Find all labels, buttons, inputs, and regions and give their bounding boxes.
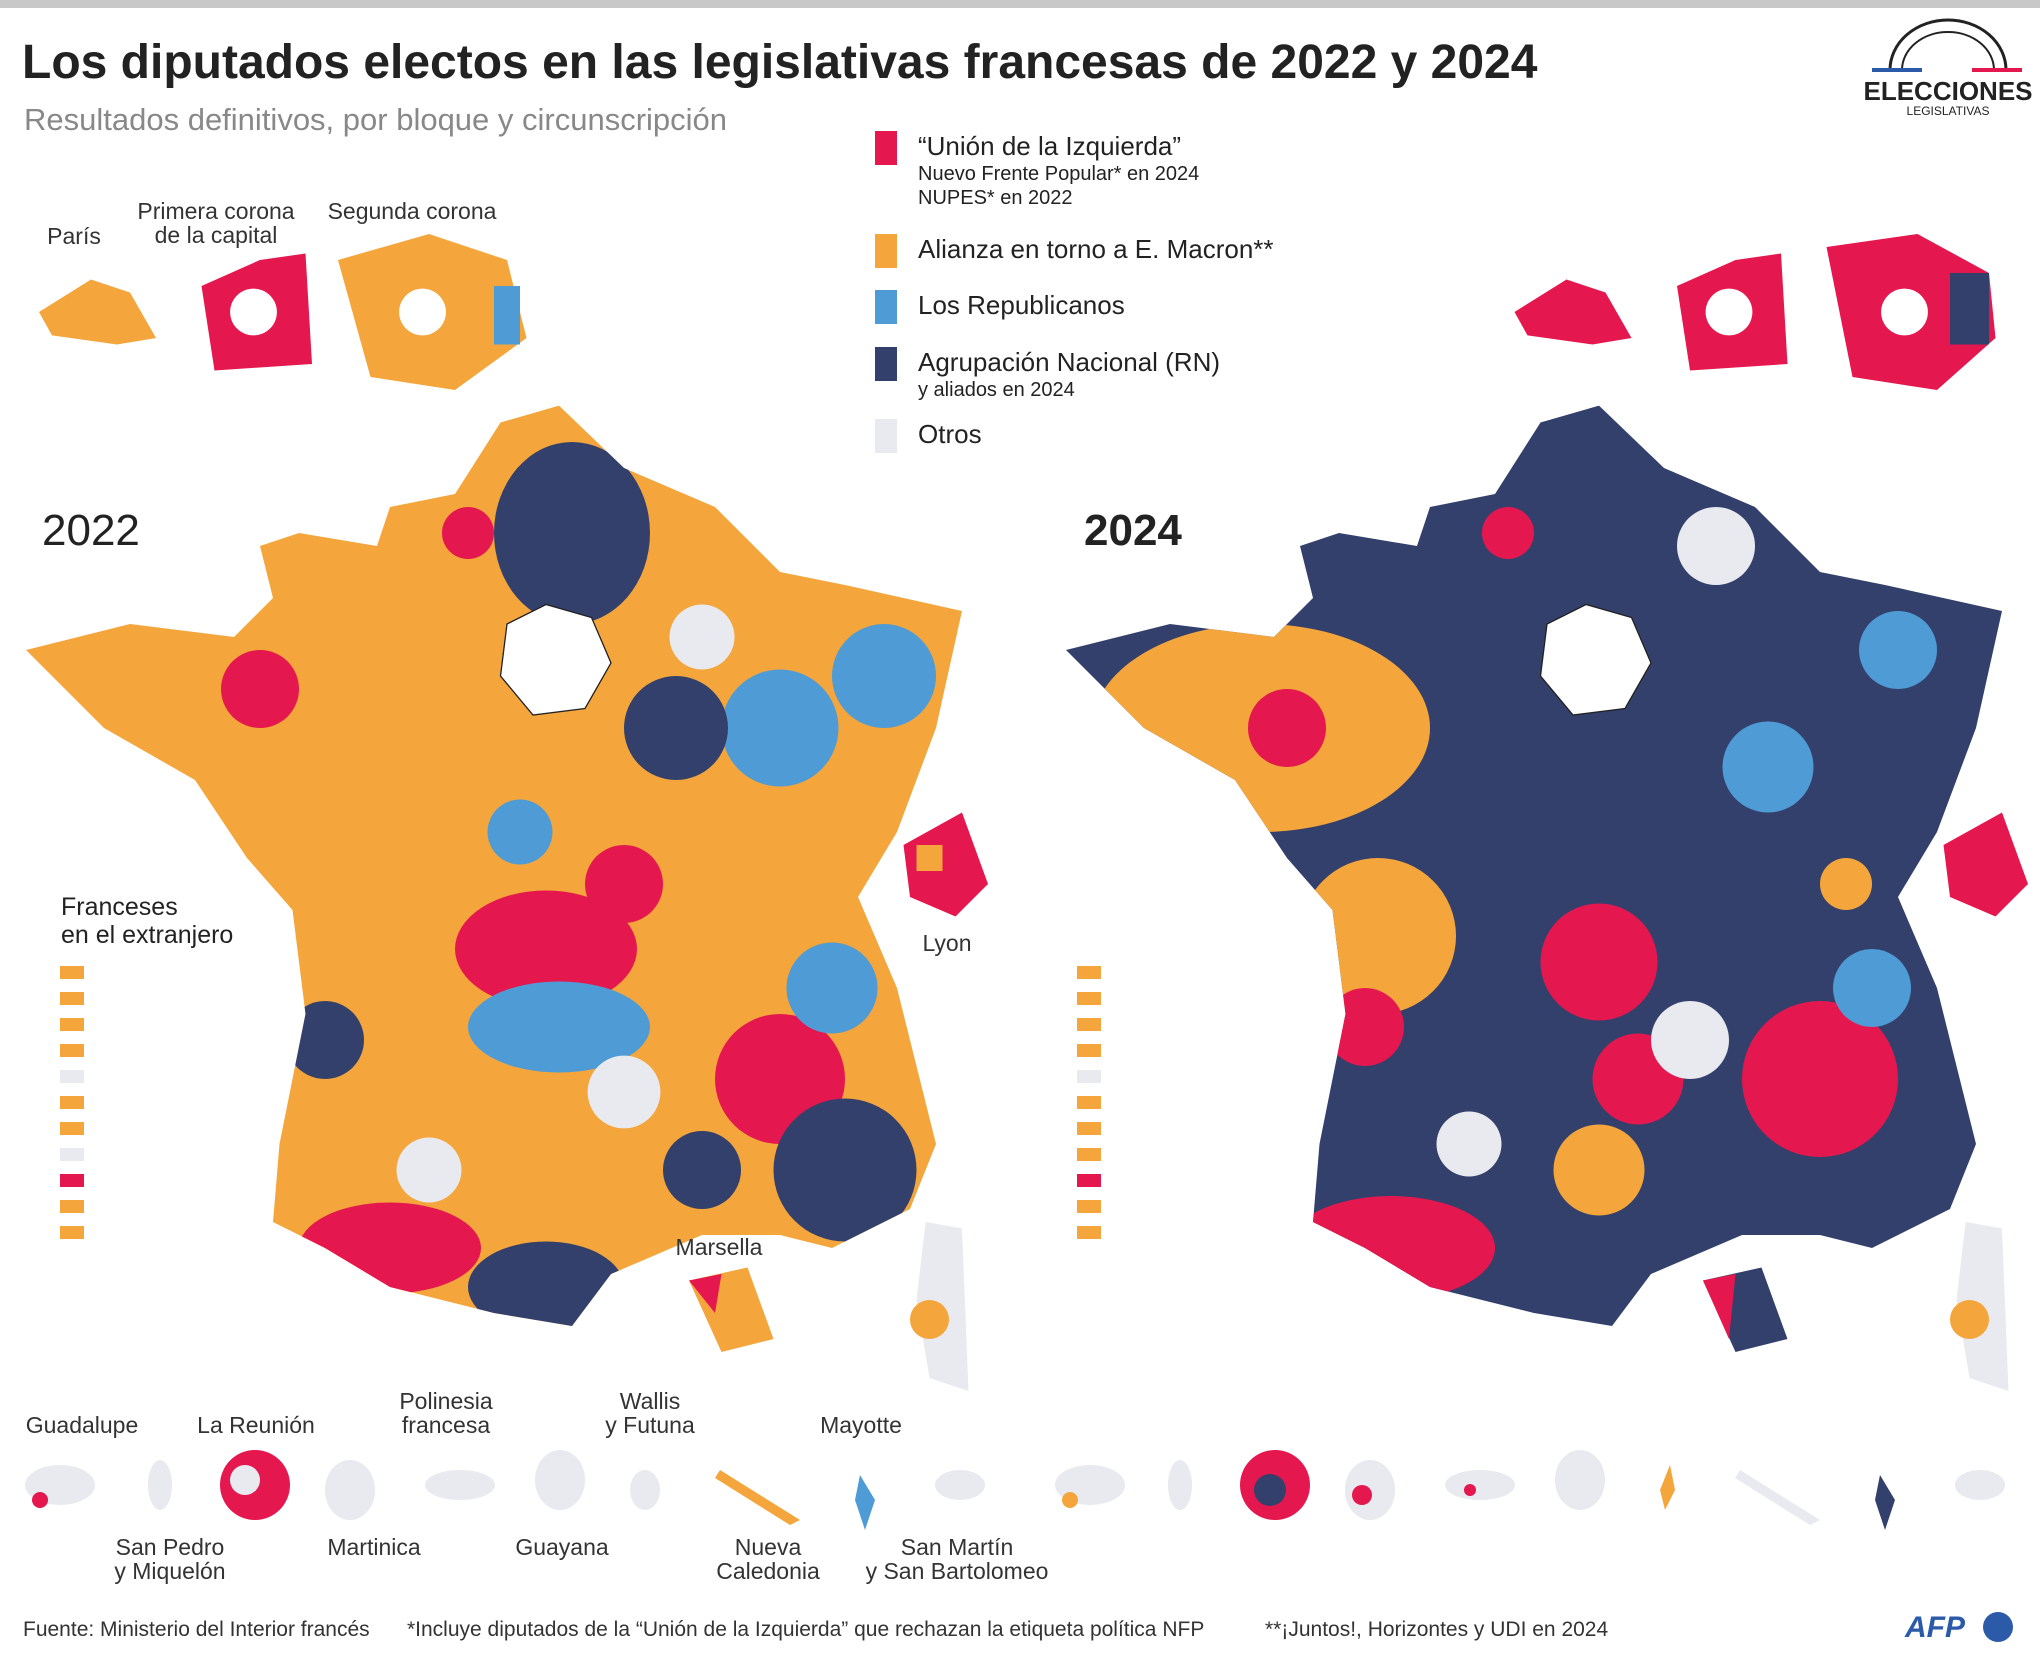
legend: “Unión de la Izquierda”Nuevo Frente Popu… (875, 131, 1274, 453)
footnote: *Incluye diputados de la “Unión de la Iz… (407, 1618, 1204, 1641)
abroad-label: en el extranjero (61, 921, 233, 949)
legend-swatch (875, 290, 897, 324)
legend-label: Alianza en torno a E. Macron** (918, 234, 1274, 264)
overseas-label: y Futuna (605, 1412, 695, 1438)
overseas-label: San Martín (901, 1534, 1014, 1560)
legend-label: Agrupación Nacional (RN) (918, 347, 1220, 377)
map-2022 (25, 233, 988, 1391)
legend-swatch (875, 131, 897, 165)
legend-label: Otros (918, 419, 982, 449)
overseas-label: Wallis (620, 1388, 680, 1414)
overseas-label: La Reunión (197, 1412, 315, 1438)
map-2024 (1065, 233, 2028, 1391)
inset-label: Primera corona (137, 198, 294, 224)
afp-logo-dot (1983, 1612, 2013, 1642)
year-label: 2024 (1084, 506, 1182, 555)
overseas-label: Mayotte (820, 1412, 902, 1438)
overseas-label: y Miquelón (114, 1558, 225, 1584)
abroad-bars (60, 966, 1101, 1239)
afp-logo: AFP (1904, 1611, 1966, 1644)
overseas-label: Martinica (327, 1534, 421, 1560)
overseas-label: Nueva (735, 1534, 802, 1560)
logo-title: ELECCIONES (1863, 76, 2032, 106)
legend-swatch (875, 234, 897, 268)
subtitle: Resultados definitivos, por bloque y cir… (24, 102, 727, 137)
legend-note: NUPES* en 2022 (918, 187, 1073, 209)
overseas-label: Guadalupe (26, 1412, 139, 1438)
overseas-label: Polinesia (399, 1388, 493, 1414)
legend-swatch (875, 419, 897, 453)
overseas-label: y San Bartolomeo (866, 1558, 1049, 1584)
city-label: Lyon (922, 930, 971, 956)
abroad-label: Franceses (61, 893, 178, 921)
title: Los diputados electos en las legislativa… (22, 36, 1538, 89)
inset-label: París (47, 223, 101, 249)
legend-label: “Unión de la Izquierda” (918, 131, 1181, 161)
top-bar (0, 0, 2040, 8)
legend-note: Nuevo Frente Popular* en 2024 (918, 163, 1199, 185)
legend-label: Los Republicanos (918, 290, 1125, 320)
legend-note: y aliados en 2024 (918, 379, 1075, 401)
overseas-label: Caledonia (716, 1558, 820, 1584)
footnote: **¡Juntos!, Horizontes y UDI en 2024 (1265, 1618, 1608, 1641)
logo-subtitle: LEGISLATIVAS (1907, 104, 1990, 118)
legend-swatch (875, 347, 897, 381)
logo: ELECCIONES LEGISLATIVAS (1863, 18, 2033, 118)
inset-label: de la capital (155, 222, 278, 248)
year-label: 2022 (42, 506, 140, 555)
overseas-label: Guayana (515, 1534, 609, 1560)
city-label: Marsella (676, 1234, 763, 1260)
overseas-label: San Pedro (116, 1534, 225, 1560)
overseas-shapes (25, 1450, 2005, 1530)
inset-label: Segunda corona (328, 198, 497, 224)
source: Fuente: Ministerio del Interior francés (23, 1618, 370, 1641)
overseas-label: francesa (402, 1412, 490, 1438)
